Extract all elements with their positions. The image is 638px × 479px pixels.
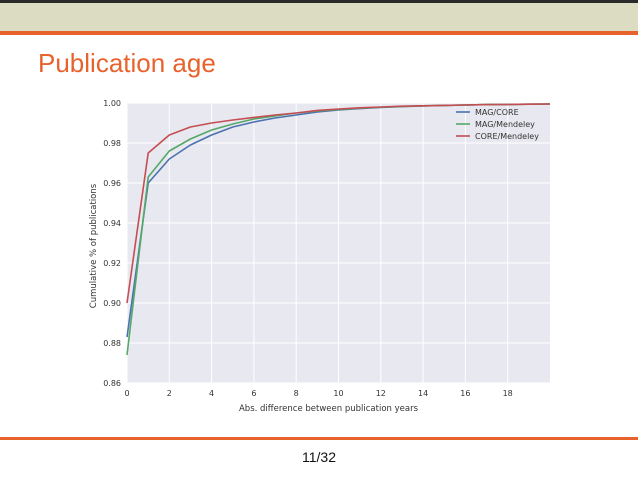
y-tick-label-1: 0.88 bbox=[103, 339, 121, 348]
y-tick-label-0: 0.86 bbox=[103, 379, 121, 388]
x-tick-label-9: 18 bbox=[503, 389, 513, 398]
header-band bbox=[0, 3, 638, 31]
legend-label-2: CORE/Mendeley bbox=[475, 132, 539, 141]
x-axis-label: Abs. difference between publication year… bbox=[239, 404, 419, 414]
header-accent-rule bbox=[0, 31, 638, 35]
top-dark-strip bbox=[0, 0, 638, 3]
legend-label-0: MAG/CORE bbox=[475, 108, 519, 117]
series-line-core-mendeley bbox=[126, 103, 551, 304]
x-tick-label-8: 16 bbox=[460, 389, 470, 398]
x-tick-label-3: 6 bbox=[251, 389, 256, 398]
slide-title: Publication age bbox=[38, 48, 216, 78]
x-tick-label-5: 10 bbox=[333, 389, 343, 398]
x-tick-label-7: 14 bbox=[418, 389, 428, 398]
y-tick-label-3: 0.92 bbox=[103, 259, 121, 268]
footer-accent-rule bbox=[0, 437, 638, 440]
x-tick-label-6: 12 bbox=[376, 389, 386, 398]
y-tick-label-4: 0.94 bbox=[103, 219, 121, 228]
x-tick-label-0: 0 bbox=[124, 389, 129, 398]
x-tick-label-2: 4 bbox=[209, 389, 214, 398]
x-tick-label-1: 2 bbox=[167, 389, 172, 398]
y-tick-label-2: 0.90 bbox=[103, 299, 121, 308]
y-tick-label-5: 0.96 bbox=[103, 179, 121, 188]
y-axis-label: Cumulative % of publications bbox=[89, 183, 99, 308]
legend-label-1: MAG/Mendeley bbox=[475, 120, 535, 129]
y-tick-label-6: 0.98 bbox=[103, 139, 121, 148]
page-number: 11/32 bbox=[302, 449, 336, 465]
x-tick-label-4: 8 bbox=[294, 389, 299, 398]
y-tick-label-7: 1.00 bbox=[103, 99, 121, 108]
